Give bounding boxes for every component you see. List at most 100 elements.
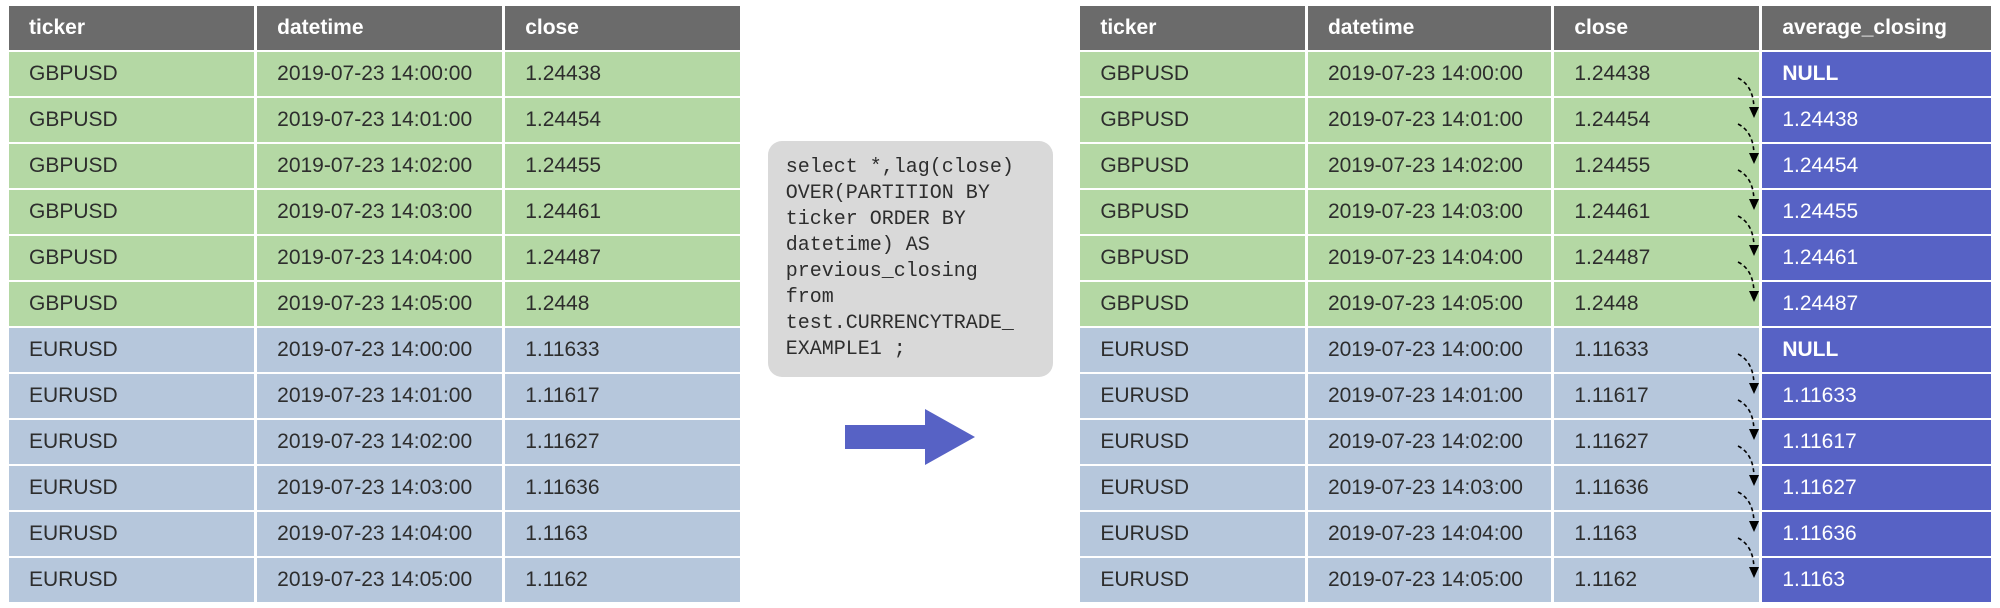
- cell-datetime: 2019-07-23 14:04:00: [257, 512, 502, 556]
- cell-ticker: EURUSD: [9, 420, 254, 464]
- cell-datetime: 2019-07-23 14:03:00: [257, 190, 502, 234]
- cell-datetime: 2019-07-23 14:04:00: [1308, 512, 1551, 556]
- cell-average-closing: 1.1163: [1762, 558, 1991, 602]
- cell-close: 1.24487: [505, 236, 740, 280]
- cell-close: 1.11636: [1554, 466, 1759, 510]
- cell-close: 1.24454: [505, 98, 740, 142]
- cell-datetime: 2019-07-23 14:02:00: [257, 420, 502, 464]
- table-header-row: ticker datetime close average_closing: [1080, 6, 1991, 50]
- cell-average-closing: 1.11636: [1762, 512, 1991, 556]
- col-average-closing: average_closing: [1762, 6, 1991, 50]
- cell-datetime: 2019-07-23 14:04:00: [257, 236, 502, 280]
- table-header-row: ticker datetime close: [9, 6, 740, 50]
- sql-code-box: select *,lag(close) OVER(PARTITION BY ti…: [768, 141, 1053, 377]
- table-row: EURUSD2019-07-23 14:02:001.11627 1.11617: [1080, 420, 1991, 464]
- diagram-container: ticker datetime close GBPUSD2019-07-23 1…: [0, 0, 2000, 608]
- cell-ticker: GBPUSD: [1080, 190, 1305, 234]
- cell-ticker: GBPUSD: [9, 236, 254, 280]
- cell-ticker: EURUSD: [9, 374, 254, 418]
- table-row: EURUSD2019-07-23 14:04:001.1163: [9, 512, 740, 556]
- cell-datetime: 2019-07-23 14:01:00: [1308, 374, 1551, 418]
- cell-datetime: 2019-07-23 14:00:00: [257, 52, 502, 96]
- cell-ticker: GBPUSD: [1080, 52, 1305, 96]
- table-row: GBPUSD2019-07-23 14:03:001.24461 1.24455: [1080, 190, 1991, 234]
- cell-datetime: 2019-07-23 14:02:00: [257, 144, 502, 188]
- cell-ticker: GBPUSD: [1080, 144, 1305, 188]
- col-close: close: [505, 6, 740, 50]
- cell-close: 1.24455: [1554, 144, 1759, 188]
- cell-close: 1.24461: [1554, 190, 1759, 234]
- cell-close: 1.1163: [1554, 512, 1759, 556]
- table-row: GBPUSD2019-07-23 14:01:001.24454: [9, 98, 740, 142]
- cell-datetime: 2019-07-23 14:05:00: [257, 282, 502, 326]
- table-row: GBPUSD2019-07-23 14:04:001.24487: [9, 236, 740, 280]
- cell-ticker: GBPUSD: [1080, 282, 1305, 326]
- table-row: GBPUSD2019-07-23 14:03:001.24461: [9, 190, 740, 234]
- cell-close: 1.24438: [505, 52, 740, 96]
- cell-datetime: 2019-07-23 14:01:00: [1308, 98, 1551, 142]
- cell-ticker: GBPUSD: [9, 282, 254, 326]
- cell-average-closing: 1.11633: [1762, 374, 1991, 418]
- cell-ticker: EURUSD: [1080, 512, 1305, 556]
- transform-arrow-icon: [845, 407, 975, 467]
- table-row: EURUSD2019-07-23 14:03:001.11636 1.11627: [1080, 466, 1991, 510]
- cell-close: 1.11636: [505, 466, 740, 510]
- cell-ticker: GBPUSD: [9, 52, 254, 96]
- cell-close: 1.24454: [1554, 98, 1759, 142]
- cell-close: 1.11617: [505, 374, 740, 418]
- table-row: GBPUSD2019-07-23 14:02:001.24455: [9, 144, 740, 188]
- cell-datetime: 2019-07-23 14:00:00: [1308, 52, 1551, 96]
- cell-datetime: 2019-07-23 14:02:00: [1308, 420, 1551, 464]
- col-datetime: datetime: [257, 6, 502, 50]
- input-table: ticker datetime close GBPUSD2019-07-23 1…: [6, 4, 743, 604]
- table-row: GBPUSD2019-07-23 14:05:001.2448: [9, 282, 740, 326]
- cell-close: 1.11617: [1554, 374, 1759, 418]
- table-row: EURUSD2019-07-23 14:05:001.1162 1.1163: [1080, 558, 1991, 602]
- cell-average-closing: 1.11617: [1762, 420, 1991, 464]
- cell-ticker: GBPUSD: [9, 190, 254, 234]
- table-row: GBPUSD2019-07-23 14:04:001.24487 1.24461: [1080, 236, 1991, 280]
- cell-close: 1.24487: [1554, 236, 1759, 280]
- cell-ticker: EURUSD: [1080, 374, 1305, 418]
- cell-close: 1.2448: [1554, 282, 1759, 326]
- cell-close: 1.24461: [505, 190, 740, 234]
- cell-datetime: 2019-07-23 14:01:00: [257, 374, 502, 418]
- cell-average-closing: 1.24487: [1762, 282, 1991, 326]
- output-table: ticker datetime close average_closing GB…: [1077, 4, 1994, 604]
- cell-datetime: 2019-07-23 14:02:00: [1308, 144, 1551, 188]
- cell-datetime: 2019-07-23 14:01:00: [257, 98, 502, 142]
- cell-average-closing: 1.11627: [1762, 466, 1991, 510]
- col-ticker: ticker: [9, 6, 254, 50]
- cell-ticker: EURUSD: [1080, 466, 1305, 510]
- cell-ticker: EURUSD: [9, 328, 254, 372]
- cell-close: 1.1162: [505, 558, 740, 602]
- cell-ticker: EURUSD: [1080, 558, 1305, 602]
- cell-close: 1.1162: [1554, 558, 1759, 602]
- cell-average-closing: 1.24461: [1762, 236, 1991, 280]
- cell-ticker: EURUSD: [9, 466, 254, 510]
- table-row: GBPUSD2019-07-23 14:00:001.24438NULL: [1080, 52, 1991, 96]
- cell-close: 1.24438: [1554, 52, 1759, 96]
- cell-datetime: 2019-07-23 14:05:00: [257, 558, 502, 602]
- table-row: GBPUSD2019-07-23 14:01:001.24454 1.24438: [1080, 98, 1991, 142]
- col-datetime: datetime: [1308, 6, 1551, 50]
- table-row: EURUSD2019-07-23 14:01:001.11617: [9, 374, 740, 418]
- table-row: EURUSD2019-07-23 14:00:001.11633NULL: [1080, 328, 1991, 372]
- middle-panel: select *,lag(close) OVER(PARTITION BY ti…: [763, 141, 1057, 467]
- cell-close: 1.24455: [505, 144, 740, 188]
- cell-datetime: 2019-07-23 14:03:00: [257, 466, 502, 510]
- cell-datetime: 2019-07-23 14:04:00: [1308, 236, 1551, 280]
- cell-datetime: 2019-07-23 14:05:00: [1308, 558, 1551, 602]
- cell-average-closing: NULL: [1762, 52, 1991, 96]
- cell-close: 1.1163: [505, 512, 740, 556]
- cell-average-closing: NULL: [1762, 328, 1991, 372]
- cell-ticker: EURUSD: [9, 512, 254, 556]
- cell-ticker: EURUSD: [1080, 420, 1305, 464]
- cell-datetime: 2019-07-23 14:00:00: [257, 328, 502, 372]
- col-close: close: [1554, 6, 1759, 50]
- cell-close: 1.2448: [505, 282, 740, 326]
- table-row: EURUSD2019-07-23 14:03:001.11636: [9, 466, 740, 510]
- cell-average-closing: 1.24438: [1762, 98, 1991, 142]
- col-ticker: ticker: [1080, 6, 1305, 50]
- cell-average-closing: 1.24455: [1762, 190, 1991, 234]
